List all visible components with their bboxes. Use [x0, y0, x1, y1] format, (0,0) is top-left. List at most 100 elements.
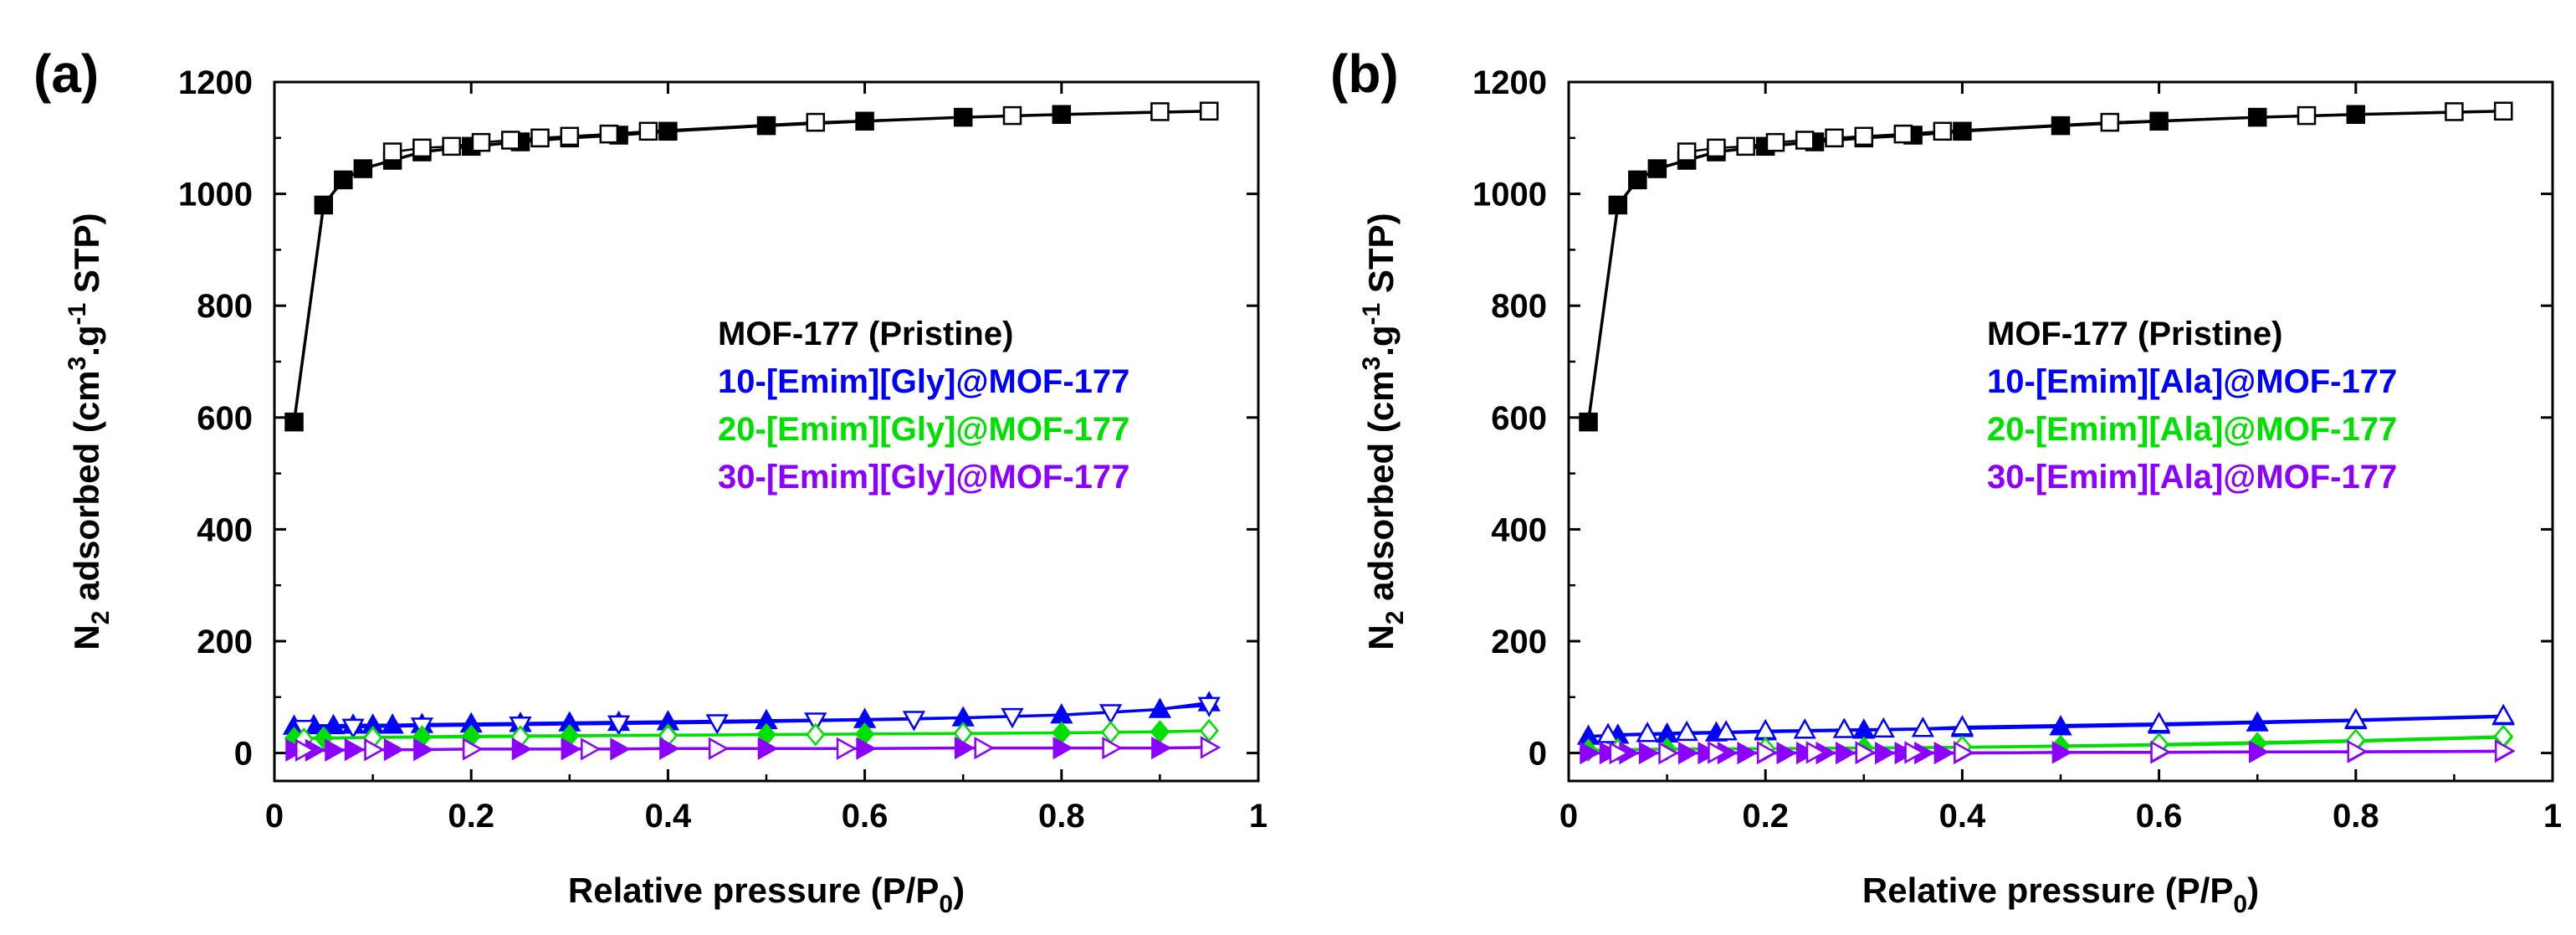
adsorption-point — [1580, 741, 1600, 765]
x-tick-label: 0.4 — [645, 798, 692, 835]
series-3 — [285, 736, 1221, 762]
adsorption-point — [413, 737, 434, 762]
y-tick-label: 600 — [1491, 400, 1547, 437]
x-axis-label-main: Relative pressure (P/P — [568, 871, 940, 910]
adsorption-point — [561, 737, 581, 761]
desorption-point — [530, 128, 550, 148]
adsorption-point — [2149, 111, 2169, 131]
x-tick-label: 0.8 — [2333, 798, 2379, 835]
adsorption-point — [1894, 741, 1915, 765]
desorption-point — [1102, 736, 1123, 760]
desorption-point — [607, 715, 631, 736]
desorption-point — [806, 112, 826, 132]
x-axis-label-sub: 0 — [939, 891, 953, 918]
desorption-point — [1911, 717, 1934, 737]
x-axis-label-sub: 0 — [2233, 891, 2247, 918]
adsorption-point — [1148, 697, 1172, 718]
desorption-point — [1854, 126, 1874, 146]
x-tick-label: 0 — [265, 798, 284, 835]
desorption-point — [1950, 715, 1974, 736]
y-axis-label-part: adsorbed (cm — [1361, 370, 1401, 610]
desorption-point — [1708, 741, 1728, 764]
adsorption-point — [757, 737, 779, 760]
x-axis-label-main: Relative pressure (P/P — [1862, 871, 2234, 910]
desorption-point — [1197, 696, 1221, 717]
adsorption-point — [1875, 741, 1896, 765]
desorption-point — [1795, 131, 1815, 150]
legend-entry: 30-[Emim][Gly]@MOF-177 — [718, 459, 1129, 496]
y-axis-label-part: -1 — [1358, 303, 1385, 326]
adsorption-point — [2248, 740, 2270, 763]
y-tick-label: 600 — [197, 400, 253, 437]
desorption-point — [2491, 703, 2515, 725]
desorption-point — [638, 121, 658, 141]
desorption-point — [412, 138, 432, 158]
adsorption-point — [1933, 741, 1954, 765]
adsorption-point — [2247, 107, 2267, 127]
desorption-line — [304, 704, 1210, 730]
desorption-point — [2100, 112, 2120, 132]
y-tick-label: 800 — [1491, 288, 1547, 325]
desorption-point — [1714, 720, 1738, 741]
adsorption-point — [1638, 741, 1660, 765]
desorption-point — [1855, 741, 1876, 764]
desorption-point — [560, 126, 580, 146]
desorption-point — [1636, 722, 1659, 742]
desorption-point — [836, 737, 858, 760]
desorption-point — [471, 132, 491, 152]
x-axis-label: Relative pressure (P/P0) — [568, 871, 965, 918]
desorption-point — [1954, 741, 1974, 764]
desorption-point — [902, 711, 926, 732]
x-tick-label: 1 — [1249, 798, 1268, 835]
desorption-point — [1893, 124, 1913, 144]
desorption-point — [382, 142, 402, 162]
desorption-point — [1756, 741, 1778, 764]
series-3 — [1580, 739, 2516, 765]
adsorption-point — [856, 737, 877, 760]
adsorption-point — [610, 737, 631, 761]
desorption-point — [2347, 739, 2368, 763]
y-axis-label-part: 3 — [64, 357, 91, 371]
chart-panel-b: 0 0.2 0.4 0.6 0.8 1 0 200 400 600 800 1000 1200 (b) Re… — [1330, 44, 2562, 918]
adsorption-point — [954, 736, 976, 760]
adsorption-point — [1608, 195, 1628, 215]
desorption-point — [1199, 101, 1219, 121]
desorption-line — [304, 729, 1210, 741]
adsorption-point — [381, 713, 404, 734]
adsorption-point — [1599, 741, 1621, 765]
desorption-point — [1805, 741, 1827, 764]
y-tick-label: 200 — [1491, 624, 1547, 660]
panel-label: (a) — [33, 44, 99, 104]
desorption-point — [1677, 142, 1697, 162]
legend-entry: 10-[Emim][Ala]@MOF-177 — [1987, 363, 2397, 400]
adsorption-point — [756, 116, 776, 136]
y-tick-label: 400 — [197, 511, 253, 548]
desorption-point — [581, 737, 602, 761]
x-tick-label: 0.8 — [1038, 798, 1085, 835]
x-tick-label: 0.2 — [1742, 798, 1789, 835]
desorption-point — [804, 712, 827, 733]
desorption-point — [705, 714, 729, 735]
y-tick-label: 200 — [197, 624, 253, 660]
desorption-point — [1658, 741, 1679, 765]
desorption-point — [708, 737, 730, 760]
desorption-point — [1200, 736, 1221, 759]
x-axis-label: Relative pressure (P/P0) — [1862, 871, 2259, 918]
desorption-point — [1150, 102, 1170, 121]
legend-entry: 10-[Emim][Gly]@MOF-177 — [718, 363, 1129, 400]
desorption-point — [341, 718, 365, 739]
adsorption-point — [2246, 711, 2269, 732]
adsorption-point — [1698, 741, 1718, 765]
desorption-point — [599, 124, 619, 144]
adsorption-point — [1052, 736, 1073, 760]
adsorption-point — [353, 159, 373, 178]
legend-entry: 30-[Emim][Ala]@MOF-177 — [1987, 459, 2397, 496]
adsorption-point — [1737, 741, 1758, 765]
y-axis-label-part: 2 — [1381, 611, 1409, 625]
adsorption-point — [344, 737, 366, 762]
x-tick-label: 0.6 — [2136, 798, 2183, 835]
x-tick-label: 0.6 — [842, 798, 889, 835]
x-tick-label: 0.4 — [1939, 798, 1986, 835]
chart-panel-a: 0 0.2 0.4 0.6 0.8 1 0 200 400 600 800 1000 1200 (a) Re… — [33, 44, 1268, 918]
desorption-point — [2150, 740, 2171, 763]
